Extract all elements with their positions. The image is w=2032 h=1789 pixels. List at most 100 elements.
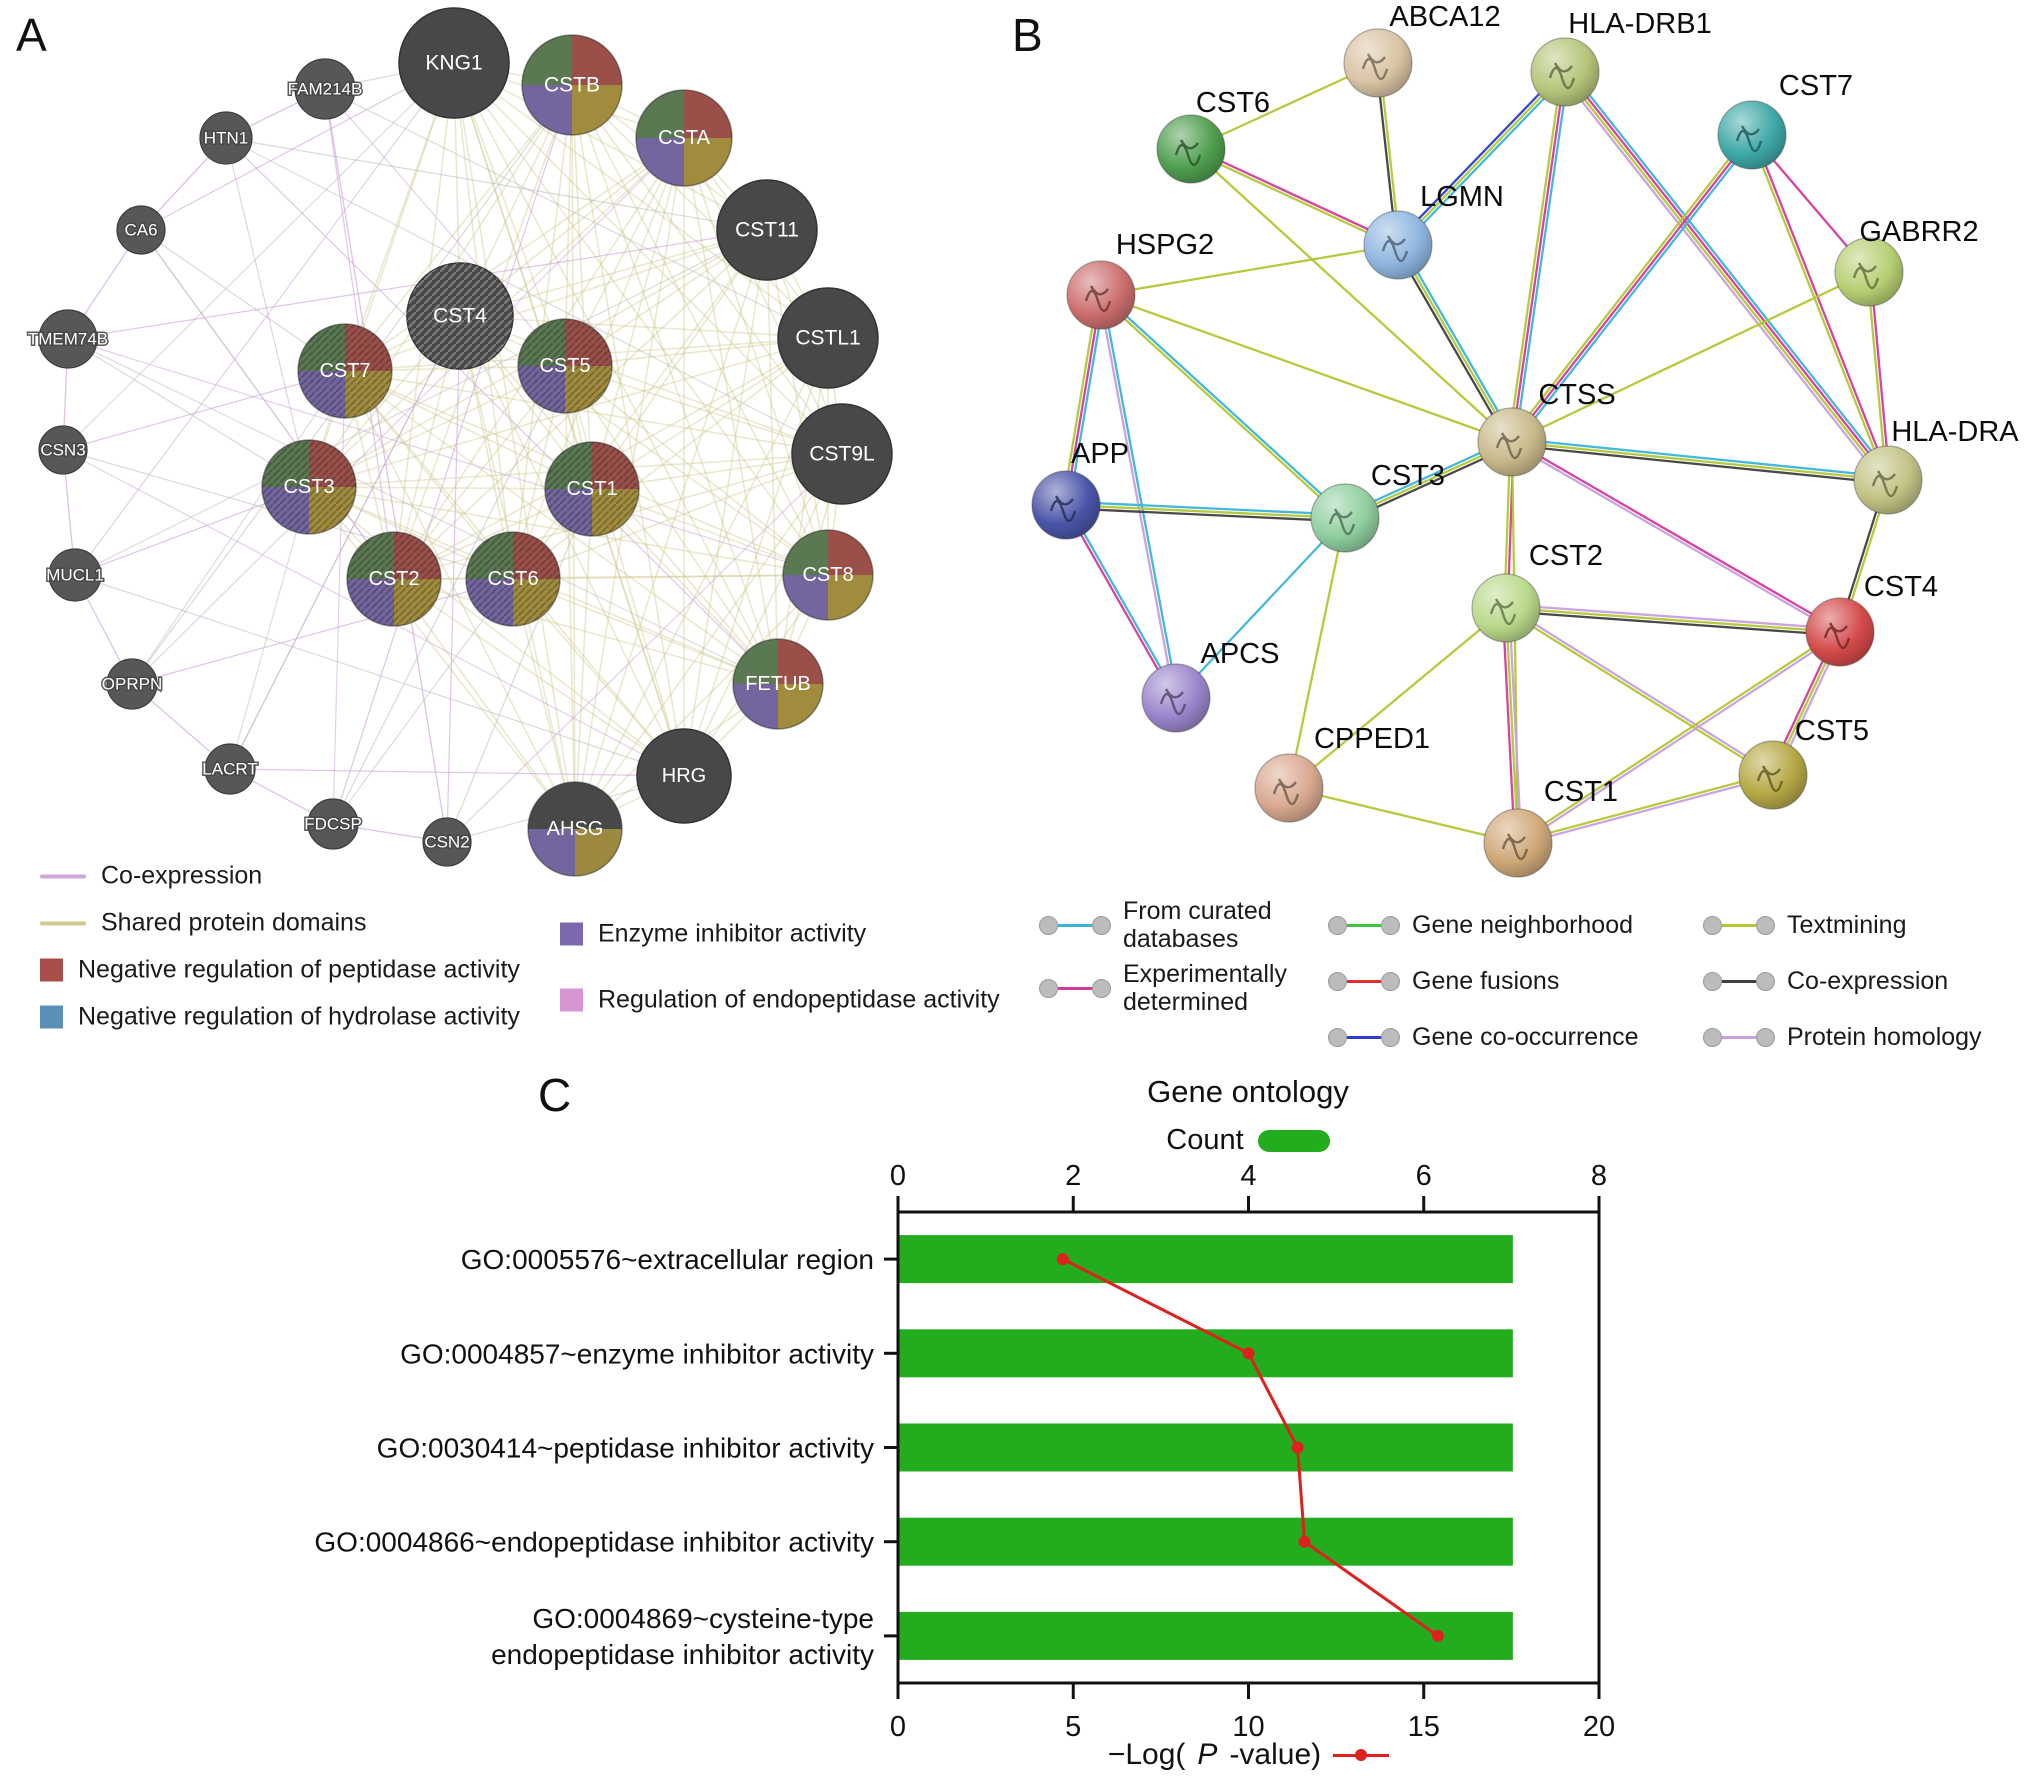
go-chart: 0 2 4 6 8 0 5 10 15 20 GO:0005576~extracellular re… <box>314 1160 1615 1743</box>
legend-item: Shared protein domains <box>40 909 366 938</box>
node-CST8: CST8 <box>782 529 874 621</box>
legend-edge-glyph <box>1703 971 1775 991</box>
node-MUCL1: MUCL1 <box>45 548 105 602</box>
node-label: APCS <box>1201 638 1280 670</box>
node-label: CSTB <box>544 74 600 97</box>
pvalue-axis-label: −Log(P -value) <box>898 1738 1599 1772</box>
node-CST11: CST11 <box>716 179 818 281</box>
node-label: HTN1 <box>204 129 248 148</box>
category-label: endopeptidase inhibitor activity <box>491 1639 874 1670</box>
category-label: GO:0030414~peptidase inhibitor activity <box>377 1433 874 1464</box>
node-label: CPPED1 <box>1314 723 1430 755</box>
pvalue-point <box>1056 1253 1069 1266</box>
node-label: CST1 <box>1544 776 1618 808</box>
node-HLA-DRA: HLA-DRA <box>1853 416 2019 515</box>
node-GABRR2: GABRR2 <box>1834 216 1979 307</box>
node-label: CTSS <box>1538 379 1615 411</box>
legend-edge-swatch <box>1347 923 1381 927</box>
legend-node-icon <box>1381 915 1400 935</box>
pvalue-label-pre: −Log( <box>1107 1738 1186 1771</box>
node-CST9L: CST9L <box>791 403 893 505</box>
node-CST5: CST5 <box>1738 715 1869 810</box>
node-label: CST2 <box>368 568 419 590</box>
node-CST4: CST4 <box>1805 571 1938 667</box>
count-legend-swatch <box>1257 1129 1330 1152</box>
node-CST7: CST7 <box>297 323 393 419</box>
legend-node-icon <box>1328 971 1347 991</box>
node-label: HRG <box>662 765 706 787</box>
node-label: OPRPN <box>102 675 162 694</box>
node-label: CST8 <box>802 564 853 586</box>
node-FETUB: FETUB <box>732 638 824 730</box>
pvalue-label-post: -value) <box>1229 1738 1322 1771</box>
node-label: CST5 <box>539 355 590 377</box>
node-FAM214B: FAM214B <box>286 58 364 120</box>
node-label: FDCSP <box>304 815 362 834</box>
legend-label: Negative regulation of hydrolase activit… <box>78 1002 520 1031</box>
node-label: TMEM74B <box>28 330 108 349</box>
panel-a-network: KNG1 FAM214B HTN1 CA6 TMEM74B CSN3 MUCL1 OPRPN L… <box>26 7 893 877</box>
top-axis-tick-label: 8 <box>1591 1160 1607 1192</box>
legend-edge-swatch <box>1347 1035 1381 1039</box>
node-label: CST7 <box>1779 70 1853 102</box>
node-AHSG: AHSG <box>527 781 623 877</box>
panel-a-edges <box>62 62 843 843</box>
node-CST2: CST2 <box>346 531 442 627</box>
category-label: GO:0004869~cysteine-type <box>532 1603 874 1634</box>
legend-square-swatch <box>40 1005 63 1029</box>
node-label: ABCA12 <box>1389 1 1500 33</box>
node-LACRT: LACRT <box>201 743 259 795</box>
legend-edge-swatch <box>1058 986 1092 990</box>
legend-edge-glyph <box>1328 915 1400 935</box>
legend-node-icon <box>1039 978 1058 998</box>
legend-item: Negative regulation of peptidase activit… <box>40 956 520 985</box>
node-LGMN: LGMN <box>1363 181 1504 280</box>
count-bar <box>899 1611 1513 1660</box>
panel-b-network: ABCA12 HLA-DRB1 CST7 CST6 LGMN GABRR2 HSPG2 CTS… <box>1031 1 2019 878</box>
pvalue-point <box>1242 1347 1255 1360</box>
node-label: CST3 <box>1371 460 1445 492</box>
node-CST5: CST5 <box>517 318 613 414</box>
node-APCS: APCS <box>1141 638 1280 733</box>
node-CST3: CST3 <box>1310 460 1445 553</box>
node-HSPG2: HSPG2 <box>1066 229 1214 330</box>
node-label: CST5 <box>1795 715 1869 747</box>
node-label: AHSG <box>547 818 604 840</box>
count-bar <box>899 1235 1513 1284</box>
node-label: CSN2 <box>424 833 469 852</box>
node-CSN3: CSN3 <box>38 425 88 475</box>
legend-item: Textmining <box>1703 911 1907 939</box>
node-CSTA: CSTA <box>635 89 733 187</box>
node-label: HLA-DRB1 <box>1568 8 1711 40</box>
node-CTSS: CTSS <box>1477 379 1616 477</box>
pvalue-point <box>1291 1441 1304 1454</box>
node-label: GABRR2 <box>1859 216 1978 248</box>
legend-edge-swatch <box>1722 1035 1756 1039</box>
legend-item: Enzyme inhibitor activity <box>560 920 866 949</box>
legend-label: Regulation of endopeptidase activity <box>598 985 1000 1014</box>
panel-a-label: A <box>16 9 47 61</box>
node-label: CSTA <box>658 127 711 149</box>
legend-node-icon <box>1092 978 1111 998</box>
count-legend: Count <box>1048 1124 1448 1157</box>
legend-item: Regulation of endopeptidase activity <box>560 986 1000 1015</box>
node-CSN2: CSN2 <box>422 817 472 867</box>
node-label: APP <box>1071 438 1129 470</box>
legend-edge-swatch <box>1058 923 1092 927</box>
node-CST1: CST1 <box>544 441 640 537</box>
node-label: KNG1 <box>425 52 482 75</box>
node-APP: APP <box>1031 438 1129 540</box>
node-CST7: CST7 <box>1717 70 1853 170</box>
top-axis-tick-label: 2 <box>1065 1160 1081 1192</box>
legend-edge-glyph <box>1703 915 1775 935</box>
node-label: CST4 <box>1864 571 1938 603</box>
node-CSTL1: CSTL1 <box>777 287 879 389</box>
legend-node-icon <box>1328 915 1347 935</box>
legend-node-icon <box>1756 971 1775 991</box>
legend-label: Textmining <box>1787 911 1907 939</box>
node-HRG: HRG <box>636 728 732 824</box>
category-label: GO:0005576~extracellular region <box>461 1244 874 1275</box>
panel-c-label: C <box>538 1069 572 1121</box>
node-CST1: CST1 <box>1483 776 1618 878</box>
